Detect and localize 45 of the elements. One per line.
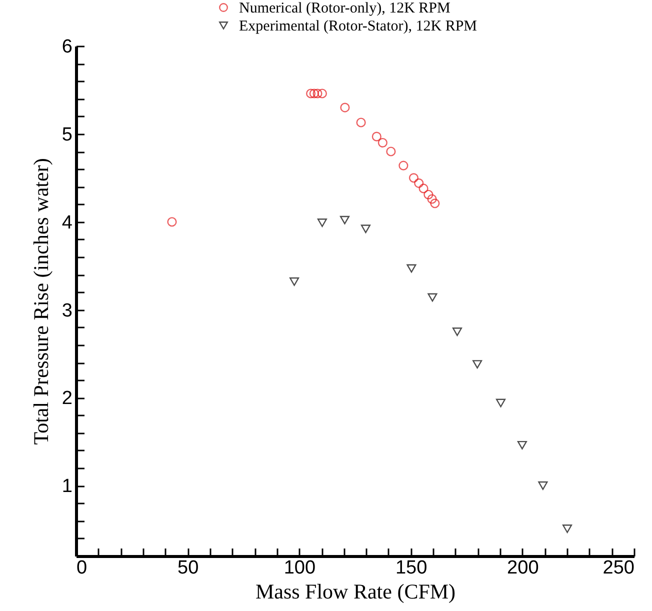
point xyxy=(309,88,319,98)
point xyxy=(418,184,428,194)
y-tick-label: 2 xyxy=(62,388,72,410)
y-tick-label: 4 xyxy=(62,212,73,234)
x-tick-label: 250 xyxy=(602,558,634,578)
x-tick-label: 0 xyxy=(76,558,88,578)
point xyxy=(340,216,350,224)
point xyxy=(340,102,350,112)
point xyxy=(538,481,548,490)
point xyxy=(167,217,177,227)
y-axis-title: Total Pressure Rise (inches water) xyxy=(28,158,53,445)
point xyxy=(452,328,462,336)
point xyxy=(306,88,316,98)
point xyxy=(356,118,366,128)
x-tick-label: 200 xyxy=(507,558,539,578)
point xyxy=(562,524,572,533)
y-tick-label: 3 xyxy=(62,300,72,322)
point xyxy=(398,160,408,170)
point xyxy=(312,88,322,98)
y-tick-label: 5 xyxy=(62,124,72,146)
point xyxy=(290,277,300,286)
point xyxy=(317,88,327,98)
point xyxy=(317,218,327,227)
point xyxy=(472,360,482,369)
point xyxy=(406,264,416,273)
point xyxy=(496,398,506,408)
point xyxy=(428,293,438,302)
point xyxy=(427,194,437,204)
x-tick-label: 150 xyxy=(395,558,428,578)
legend-label: Experimental (Rotor-Stator), 12K RPM xyxy=(239,18,478,34)
x-tick-label: 50 xyxy=(178,558,199,578)
point xyxy=(408,173,418,183)
point xyxy=(378,138,388,148)
y-tick-label: 1 xyxy=(62,476,72,498)
point xyxy=(386,146,396,156)
point xyxy=(414,178,424,188)
x-tick-label: 100 xyxy=(284,558,316,578)
point xyxy=(430,198,440,208)
legend-label: Numerical (Rotor-only), 12K RPM xyxy=(239,0,450,16)
x-axis-title: Mass Flow Rate (CFM) xyxy=(255,580,456,604)
point xyxy=(372,132,382,142)
point xyxy=(360,224,370,234)
point xyxy=(424,190,434,200)
y-tick-label: 6 xyxy=(62,36,72,58)
point xyxy=(517,440,527,450)
